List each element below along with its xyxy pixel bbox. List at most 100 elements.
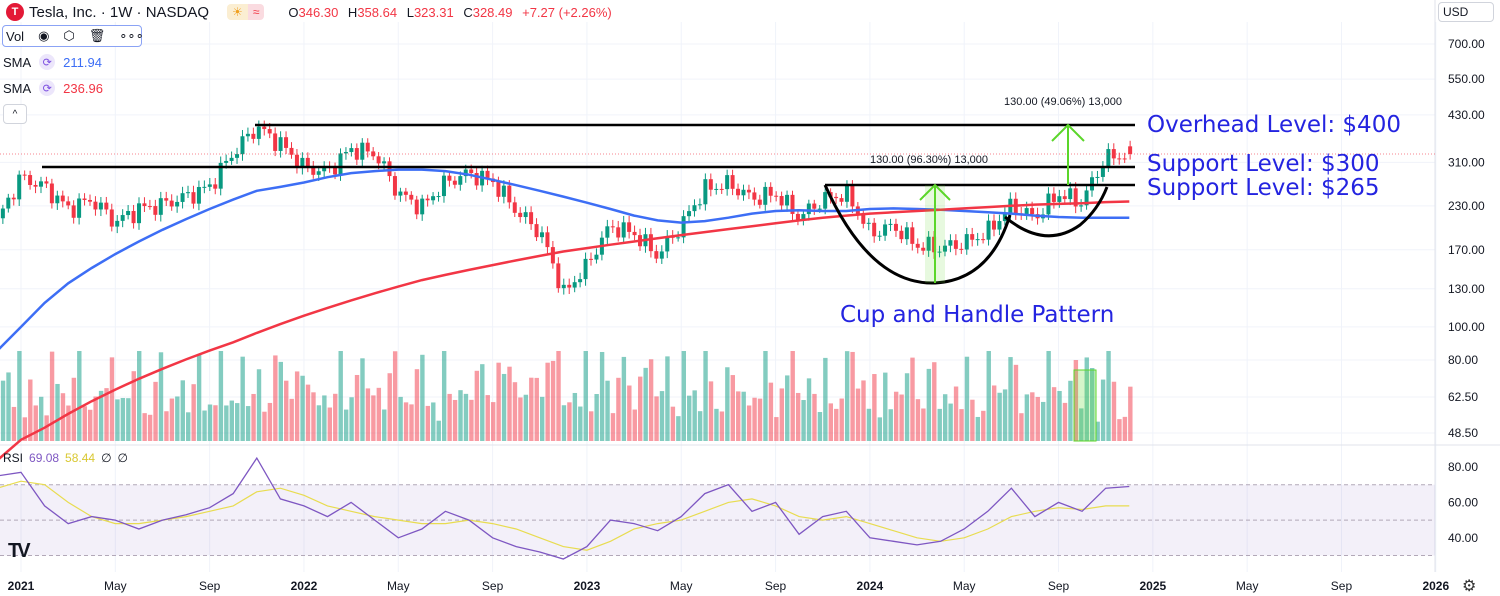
refresh-icon[interactable]: ⟳ <box>39 80 56 96</box>
time-tick-label: 2026 <box>1422 579 1449 593</box>
candle-body <box>632 231 637 236</box>
candle-body <box>812 203 817 209</box>
volume-bar <box>474 370 480 441</box>
candle-body <box>392 176 397 196</box>
sma-50-legend[interactable]: SMA ⟳ 211.94 <box>3 54 102 70</box>
volume-bar <box>338 351 343 441</box>
low-label: L <box>406 4 414 20</box>
volume-bar <box>883 372 888 441</box>
symbol-title[interactable]: Tesla, Inc. · 1W · NASDAQ <box>29 3 210 21</box>
candle-body <box>904 227 909 240</box>
candle-body <box>109 209 114 227</box>
candle-body <box>752 192 757 200</box>
volume-bar <box>866 408 872 441</box>
symbol-header[interactable]: T Tesla, Inc. · 1W · NASDAQ ☀ ≈ O346.30 … <box>6 3 612 21</box>
volume-bar <box>38 396 44 441</box>
volume-bar <box>1002 389 1008 441</box>
eye-icon[interactable]: ◉ <box>38 28 50 43</box>
settings-gear-icon[interactable]: ⚙ <box>1462 578 1477 595</box>
volume-bar <box>599 351 605 441</box>
time-tick-label: May <box>953 579 976 593</box>
volume-bar <box>463 393 469 441</box>
candle-body <box>305 157 310 167</box>
volume-bar <box>1035 396 1040 441</box>
candle-body <box>496 182 501 197</box>
volume-bar <box>371 395 376 441</box>
settings-icon[interactable]: ⬡ <box>63 28 75 43</box>
candle-body <box>1079 205 1084 207</box>
volume-bar <box>164 411 169 441</box>
volume-bar <box>392 351 398 441</box>
volume-bar <box>93 396 98 441</box>
volume-bar <box>986 351 991 441</box>
candle-body <box>883 224 888 236</box>
volume-bar <box>1030 392 1035 441</box>
candle-body <box>703 179 708 205</box>
volume-bar <box>512 382 518 441</box>
rsi-tick-label: 60.00 <box>1448 495 1478 509</box>
candle-body <box>692 205 697 212</box>
volume-bar <box>823 357 828 441</box>
change-value: +7.27 (+2.26%) <box>522 4 612 20</box>
volume-tick-label: 80.00 <box>1448 353 1478 367</box>
volume-bar <box>1095 421 1100 441</box>
tradingview-logo[interactable]: TV <box>8 540 30 562</box>
volume-bar <box>126 398 131 441</box>
time-tick-label: Sep <box>1331 579 1353 593</box>
volume-bar <box>414 369 420 441</box>
candle-body <box>627 222 632 232</box>
candle-body <box>120 215 125 221</box>
volume-bar <box>545 362 550 441</box>
collapse-legend-button[interactable]: ^ <box>3 104 27 124</box>
refresh-icon[interactable]: ⟳ <box>39 54 56 70</box>
volume-bar <box>120 397 126 441</box>
rsi-tick-label: 40.00 <box>1448 531 1478 545</box>
candle-body <box>567 284 572 288</box>
volume-bar <box>44 415 49 441</box>
volume-bar <box>294 371 300 441</box>
sma-200-legend[interactable]: SMA ⟳ 236.96 <box>3 80 103 96</box>
sma-value: 211.94 <box>63 54 102 70</box>
volume-bar <box>158 352 164 441</box>
volume-bar <box>904 373 910 441</box>
volume-bar <box>828 403 834 441</box>
candle-body <box>823 192 828 209</box>
candle-body <box>0 208 5 219</box>
open-label: O <box>288 4 299 20</box>
candle-body <box>115 220 120 227</box>
price-tick-label: 230.00 <box>1448 199 1485 213</box>
candle-body <box>844 184 849 202</box>
time-tick-label: Sep <box>765 579 787 593</box>
volume-bar <box>681 351 686 441</box>
candle-body <box>44 181 49 184</box>
volume-bar <box>997 392 1002 441</box>
volume-bar <box>1100 379 1106 441</box>
volume-bar <box>175 396 180 441</box>
volume-bar <box>6 372 11 441</box>
volume-legend[interactable]: Vol ◉ ⬡ 🗑 ∘∘∘ <box>2 25 144 47</box>
candle-body <box>33 184 38 187</box>
candle-body <box>431 196 436 201</box>
session-badge[interactable]: ☀ ≈ <box>227 4 265 20</box>
volume-bar <box>567 402 572 441</box>
rsi-legend[interactable]: RSI 69.08 58.44 ∅ ∅ <box>3 451 128 465</box>
candle-body <box>763 186 768 205</box>
candle-body <box>589 258 594 260</box>
support-300-label: Support Level: $300 <box>1147 151 1380 177</box>
candle-body <box>28 175 33 185</box>
volume-bar <box>959 409 964 441</box>
candle-body <box>300 157 305 168</box>
volume-bar <box>452 399 458 441</box>
volume-bar <box>534 377 539 441</box>
volume-bar <box>795 392 801 441</box>
candle-body <box>38 181 43 187</box>
candle-body <box>605 226 610 238</box>
currency-button[interactable]: USD <box>1438 2 1494 22</box>
candle-body <box>768 186 773 196</box>
volume-bar <box>316 405 322 441</box>
trash-icon[interactable]: 🗑 <box>88 28 106 43</box>
more-icon[interactable]: ∘∘∘ <box>119 28 144 43</box>
volume-bar <box>49 351 55 441</box>
candle-body <box>681 216 686 238</box>
